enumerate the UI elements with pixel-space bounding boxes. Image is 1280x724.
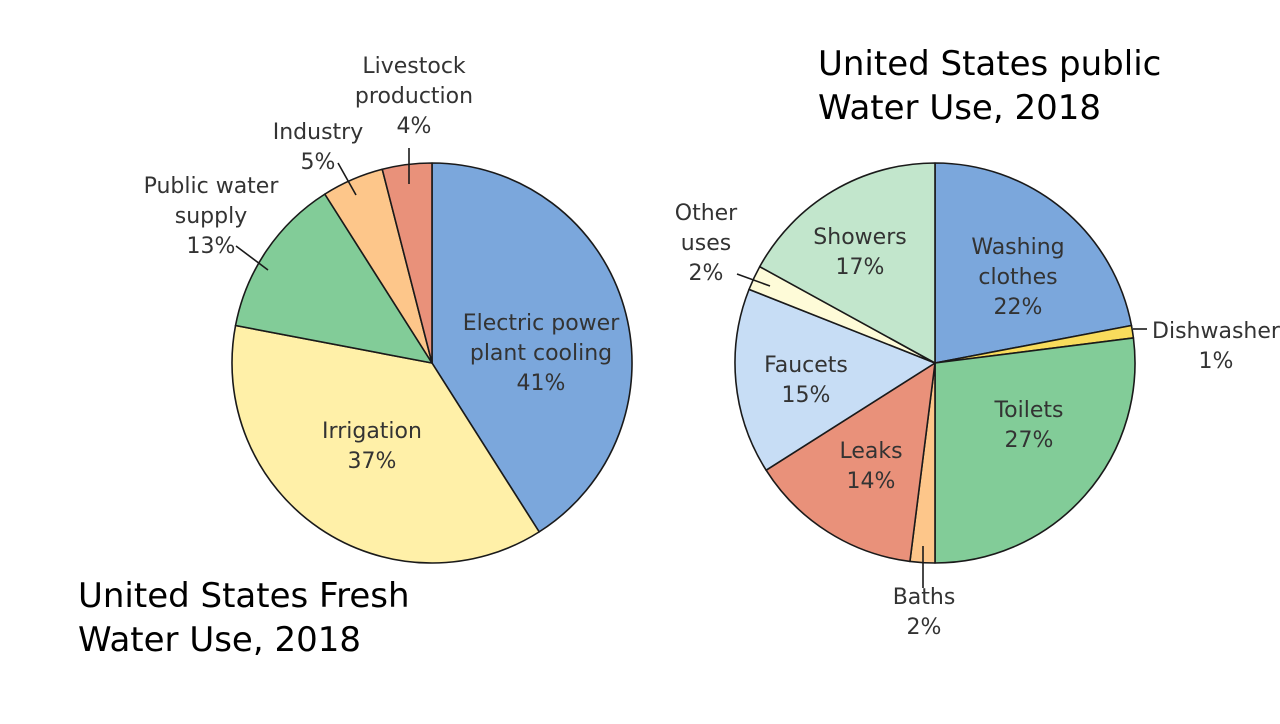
slice-name-label: Showers — [813, 225, 906, 250]
chart-title-line-2: Water Use, 2018 — [78, 620, 361, 660]
slice-value-label: 14% — [847, 469, 896, 494]
slice-value-label: 4% — [397, 114, 432, 139]
slice-name-label: Dishwasher — [1152, 319, 1280, 344]
slice-label-showers: Showers 17% — [813, 225, 906, 280]
leader-line-other-uses — [736, 273, 771, 287]
slice-name-label: Livestock — [362, 54, 466, 79]
pie-slice-showers — [758, 162, 936, 364]
slice-label-livestock-production: Livestock production 4% — [355, 54, 473, 139]
pie-chart-fresh-water: Electric power plant cooling 41% Irrigation… — [144, 54, 633, 564]
slice-label-dishwasher: Dishwasher 1% — [1152, 319, 1280, 374]
slice-label-public-water-supply: Public water supply 13% — [144, 174, 280, 259]
slice-value-label: 22% — [994, 295, 1043, 320]
pie-slice-irrigation — [231, 324, 540, 564]
slice-value-label: 2% — [689, 261, 724, 286]
pie-slice-livestock-production — [381, 162, 433, 364]
pie-slice-washing-clothes — [934, 162, 1133, 364]
slice-name-label: clothes — [978, 265, 1057, 290]
slice-value-label: 27% — [1005, 428, 1054, 453]
slice-value-label: 13% — [187, 234, 236, 259]
slice-label-industry: Industry 5% — [273, 120, 364, 175]
slice-name-label: uses — [681, 231, 731, 256]
slice-value-label: 41% — [517, 371, 566, 396]
slice-name-label: supply — [175, 204, 247, 229]
chart-title-line-2: Water Use, 2018 — [818, 88, 1101, 128]
slice-name-label: Toilets — [993, 398, 1063, 423]
slice-value-label: 1% — [1199, 349, 1234, 374]
chart-title-fresh-water: United States Fresh Water Use, 2018 — [78, 574, 410, 662]
slice-name-label: Electric power — [463, 311, 620, 336]
leader-line-industry — [337, 162, 357, 196]
slice-name-label: production — [355, 84, 473, 109]
slice-label-washing-clothes: Washing clothes 22% — [971, 235, 1064, 320]
slice-label-irrigation: Irrigation 37% — [322, 419, 422, 474]
slice-label-baths: Baths 2% — [893, 585, 956, 640]
slice-name-label: Faucets — [764, 353, 848, 378]
slice-value-label: 37% — [348, 449, 397, 474]
pie-slice-faucets — [734, 288, 936, 471]
pie-chart-public-water: Washing clothes 22% Dishwasher 1% Toilets 27% B… — [675, 162, 1280, 640]
slice-name-label: Leaks — [839, 439, 902, 464]
pie-slice-public-water-supply — [234, 193, 433, 364]
slice-name-label: Washing — [971, 235, 1064, 260]
chart-title-line-1: United States public — [818, 44, 1162, 84]
leader-line-public-water-supply — [235, 245, 269, 271]
slice-name-label: Other — [675, 201, 738, 226]
pie-slice-leaks — [765, 362, 936, 563]
slice-label-faucets: Faucets 15% — [764, 353, 848, 408]
slice-label-electric-power-plant-cooling: Electric power plant cooling 41% — [463, 311, 620, 396]
slice-name-label: Irrigation — [322, 419, 422, 444]
pie-slice-toilets — [934, 337, 1136, 564]
pie-slice-electric-power-plant-cooling — [431, 162, 633, 533]
slice-name-label: Public water — [144, 174, 280, 199]
slice-name-label: plant cooling — [470, 341, 612, 366]
slice-label-leaks: Leaks 14% — [839, 439, 902, 494]
slice-name-label: Industry — [273, 120, 364, 145]
chart-title-public-water: United States public Water Use, 2018 — [818, 42, 1161, 130]
slice-value-label: 2% — [907, 615, 942, 640]
slice-value-label: 17% — [836, 255, 885, 280]
slice-value-label: 5% — [301, 150, 336, 175]
slice-label-toilets: Toilets 27% — [993, 398, 1063, 453]
slice-value-label: 15% — [782, 383, 831, 408]
chart-title-line-1: United States Fresh — [78, 576, 410, 616]
slice-name-label: Baths — [893, 585, 956, 610]
slice-label-other-uses: Other uses 2% — [675, 201, 738, 286]
